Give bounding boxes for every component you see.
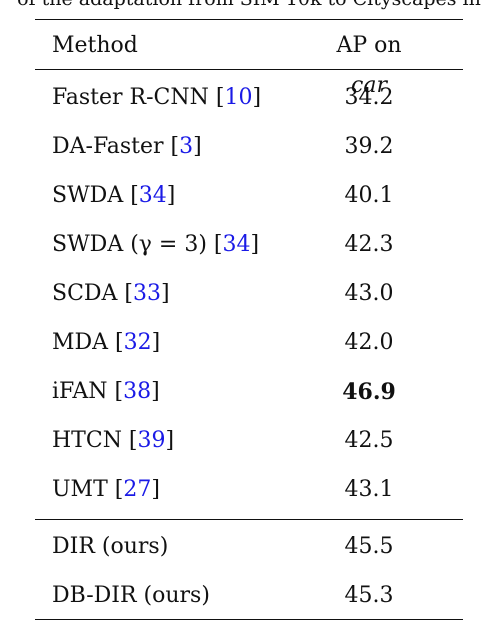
method-cell: DA-Faster [3] <box>52 134 202 159</box>
table-caption: of the adaptation from SIM 10k to Citysc… <box>0 0 498 12</box>
table-header: Method AP on car <box>35 26 463 98</box>
ap-cell: 45.5 <box>344 534 394 559</box>
citation-link[interactable]: 34 <box>222 232 251 257</box>
citation-link[interactable]: 10 <box>224 85 253 110</box>
method-cell: DB-DIR (ours) <box>52 583 210 608</box>
top-rule <box>35 19 463 20</box>
method-cell: iFAN [38] <box>52 379 160 404</box>
section-rule <box>35 519 463 520</box>
ap-cell: 39.2 <box>344 134 394 159</box>
citation-link[interactable]: 32 <box>123 330 152 355</box>
method-cell: UMT [27] <box>52 477 160 502</box>
ap-cell: 45.3 <box>344 583 394 608</box>
citation-link[interactable]: 3 <box>179 134 194 159</box>
citation-link[interactable]: 39 <box>137 428 166 453</box>
method-cell: MDA [32] <box>52 330 161 355</box>
method-cell: DIR (ours) <box>52 534 169 559</box>
ap-cell: 43.1 <box>344 477 394 502</box>
citation-link[interactable]: 34 <box>138 183 167 208</box>
header-method: Method <box>52 33 138 58</box>
header-rule <box>35 69 463 70</box>
table-row-ours: DIR (ours) 45.5 <box>35 527 463 567</box>
header-ap-italic: car <box>351 73 387 98</box>
table-row: SCDA [33] 43.0 <box>35 274 463 314</box>
citation-link[interactable]: 33 <box>133 281 162 306</box>
citation-link[interactable]: 38 <box>123 379 152 404</box>
header-ap: AP on car <box>336 33 402 98</box>
ap-cell: 34.2 <box>344 85 394 110</box>
citation-link[interactable]: 27 <box>123 477 152 502</box>
table-row: HTCN [39] 42.5 <box>35 421 463 461</box>
ap-cell-best: 46.9 <box>342 379 396 405</box>
table-row: SWDA (γ = 3) [34] 42.3 <box>35 225 463 265</box>
table-row: MDA [32] 42.0 <box>35 323 463 363</box>
method-cell: HTCN [39] <box>52 428 175 453</box>
method-cell: SCDA [33] <box>52 281 170 306</box>
bottom-rule <box>35 619 463 620</box>
table-row: DA-Faster [3] 39.2 <box>35 127 463 167</box>
ap-cell: 43.0 <box>344 281 394 306</box>
ap-cell: 42.3 <box>344 232 394 257</box>
method-cell: Faster R-CNN [10] <box>52 85 262 110</box>
table-row: SWDA [34] 40.1 <box>35 176 463 216</box>
table-row: UMT [27] 43.1 <box>35 470 463 510</box>
ap-cell: 42.5 <box>344 428 394 453</box>
table-row: iFAN [38] 46.9 <box>35 372 463 412</box>
table-row: Faster R-CNN [10] 34.2 <box>35 78 463 118</box>
table-row-ours: DB-DIR (ours) 45.3 <box>35 576 463 616</box>
ap-cell: 40.1 <box>344 183 394 208</box>
method-cell: SWDA (γ = 3) [34] <box>52 232 260 257</box>
method-cell: SWDA [34] <box>52 183 176 208</box>
ap-cell: 42.0 <box>344 330 394 355</box>
